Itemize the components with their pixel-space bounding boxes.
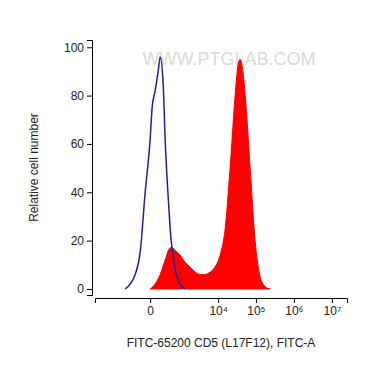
y-tick-mark	[87, 241, 92, 242]
plot-area	[125, 57, 270, 289]
x-tick-label: 10⁵	[247, 304, 265, 318]
histogram-line	[125, 57, 185, 289]
x-tick-label: 10⁴	[209, 304, 228, 318]
x-tick-label: 10⁶	[285, 304, 303, 318]
y-axis-title: Relative cell number	[27, 113, 41, 222]
y-axis: 0 20 40 60 80 100	[64, 41, 93, 297]
x-tick: 0	[147, 298, 154, 318]
y-tick-label: 100	[64, 41, 84, 55]
y-tick-label: 40	[71, 186, 85, 200]
x-tick-mark	[218, 298, 219, 303]
y-tick-mark	[87, 47, 92, 48]
y-tick: 60	[71, 137, 92, 151]
y-tick: 0	[77, 282, 92, 296]
y-tick-mark	[87, 289, 92, 290]
y-tick: 100	[64, 41, 92, 55]
y-tick-label: 0	[77, 282, 84, 296]
y-tick-mark	[87, 144, 92, 145]
y-tick: 20	[71, 234, 92, 248]
histogram-area	[150, 59, 270, 289]
y-tick: 40	[71, 186, 92, 200]
x-tick-label: 10⁷	[324, 304, 342, 318]
x-axis-line	[96, 299, 348, 304]
x-axis-title: FITC-65200 CD5 (L17F12), FITC-A	[127, 336, 316, 350]
x-tick: 10⁴	[209, 298, 228, 318]
y-tick-mark	[87, 192, 92, 193]
y-tick: 80	[71, 89, 92, 103]
y-tick-label: 60	[71, 137, 85, 151]
x-tick-label: 0	[147, 304, 154, 318]
y-tick-label: 80	[71, 89, 85, 103]
x-tick-mark	[332, 298, 333, 303]
watermark: WWW.PTGLAB.COM	[143, 49, 316, 69]
x-tick: 10⁶	[285, 298, 303, 318]
x-tick-mark	[150, 298, 151, 303]
chart: WWW.PTGLAB.COM 0 10⁴ 10⁵ 10⁶ 10⁷ 0 20 40 60 80 100 F…	[0, 0, 373, 365]
x-tick: 10⁵	[247, 298, 265, 318]
y-tick-mark	[87, 96, 92, 97]
x-axis: 0 10⁴ 10⁵ 10⁶ 10⁷	[96, 298, 348, 318]
x-tick-mark	[256, 298, 257, 303]
x-tick-mark	[294, 298, 295, 303]
x-tick: 10⁷	[324, 298, 342, 318]
y-tick-label: 20	[71, 234, 85, 248]
y-axis-line	[87, 41, 93, 296]
